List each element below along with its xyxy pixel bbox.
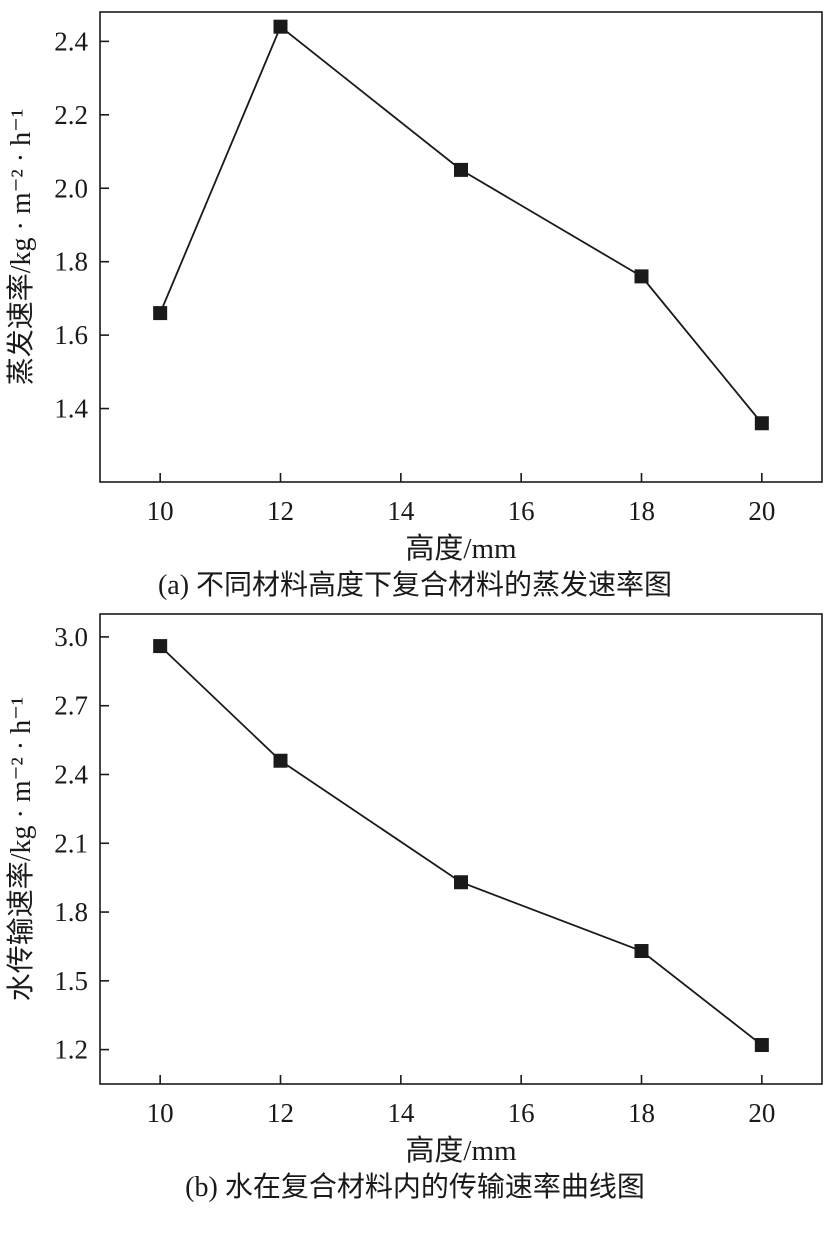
series-line [159, 645, 763, 1046]
y-axis: 1.2 1.5 1.8 2.1 2.4 2.7 3.0 [54, 622, 109, 1065]
y-tick-label: 2.1 [54, 828, 88, 858]
x-tick-label: 10 [147, 1098, 174, 1128]
x-axis: 10 12 14 16 18 20 [147, 473, 775, 526]
x-tick-label: 14 [387, 1098, 415, 1128]
x-tick-label: 14 [387, 496, 415, 526]
data-point-marker [754, 1038, 769, 1053]
y-tick-label: 2.7 [54, 691, 88, 721]
data-series [153, 639, 769, 1053]
y-tick-label: 2.2 [54, 100, 88, 130]
x-tick-label: 16 [508, 1098, 535, 1128]
figure-a-caption: (a) 不同材料高度下复合材料的蒸发速率图 [157, 570, 673, 601]
x-tick-label: 12 [267, 1098, 294, 1128]
data-point-marker [273, 19, 288, 34]
data-point-marker [634, 944, 649, 959]
figure-b: 10 12 14 16 18 20 1.2 1.5 1.8 2.1 2.4 2.7 3.0 高度/mm 水传… [0, 606, 830, 1208]
data-point-marker [273, 753, 288, 768]
figure-page: 10 12 14 16 18 20 1.4 1.6 1.8 2.0 2.2 2.4 高度/mm 蒸发速率/… [0, 4, 830, 1208]
x-tick-label: 18 [628, 496, 655, 526]
chart-b-plot: 10 12 14 16 18 20 1.2 1.5 1.8 2.1 2.4 2.7 3.0 高度/mm 水传… [5, 613, 823, 1167]
y-tick-label: 1.6 [54, 320, 88, 350]
figure-a: 10 12 14 16 18 20 1.4 1.6 1.8 2.0 2.2 2.4 高度/mm 蒸发速率/… [0, 4, 830, 606]
y-tick-label: 1.5 [54, 966, 88, 996]
data-point-marker [454, 875, 468, 890]
x-tick-label: 12 [267, 496, 294, 526]
data-point-marker [454, 162, 468, 177]
y-axis-label: 水传输速率/kg · m⁻² · h⁻¹ [5, 697, 37, 1002]
data-point-marker [754, 416, 769, 431]
x-tick-label: 10 [147, 496, 174, 526]
y-tick-label: 3.0 [54, 622, 88, 652]
y-axis-label: 蒸发速率/kg · m⁻² · h⁻¹ [5, 109, 37, 386]
y-tick-label: 2.4 [54, 26, 88, 56]
y-tick-label: 2.4 [54, 759, 88, 789]
y-tick-label: 1.8 [54, 897, 88, 927]
y-tick-label: 1.4 [54, 394, 88, 424]
x-tick-label: 16 [508, 496, 535, 526]
x-axis-label: 高度/mm [405, 1134, 517, 1167]
plot-frame [99, 11, 823, 483]
chart-a-plot: 10 12 14 16 18 20 1.4 1.6 1.8 2.0 2.2 2.4 高度/mm 蒸发速率/… [5, 11, 823, 565]
y-tick-label: 2.0 [54, 173, 88, 203]
x-axis-label: 高度/mm [405, 532, 517, 565]
x-tick-label: 20 [748, 1098, 775, 1128]
x-axis: 10 12 14 16 18 20 [147, 1075, 775, 1128]
plot-frame [99, 613, 823, 1085]
y-tick-label: 1.8 [54, 247, 88, 277]
y-tick-label: 1.2 [54, 1035, 88, 1065]
data-point-marker [634, 269, 649, 284]
series-line [159, 25, 763, 424]
data-point-marker [153, 306, 168, 321]
figure-b-caption: (b) 水在复合材料内的传输速率曲线图 [185, 1172, 645, 1203]
x-tick-label: 18 [628, 1098, 655, 1128]
y-axis: 1.4 1.6 1.8 2.0 2.2 2.4 [54, 26, 109, 424]
data-series [153, 19, 769, 431]
x-tick-label: 20 [748, 496, 775, 526]
data-point-marker [153, 639, 168, 654]
